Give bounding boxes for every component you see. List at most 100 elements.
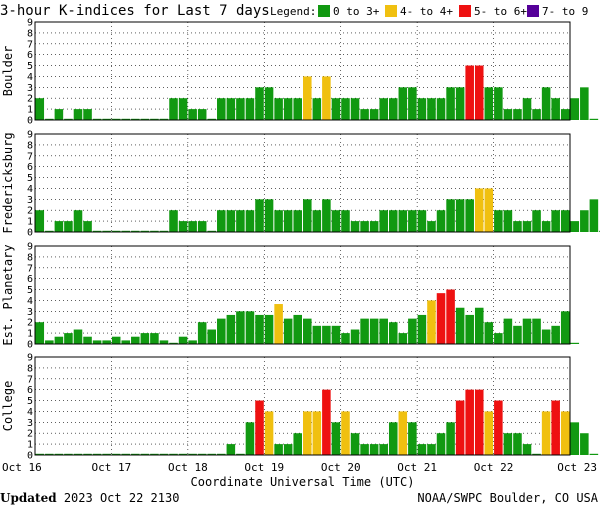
- bar: [350, 329, 360, 344]
- bar: [474, 307, 484, 344]
- bar: [369, 109, 379, 120]
- bar: [360, 109, 369, 120]
- bar: [322, 76, 331, 120]
- bar: [140, 118, 150, 120]
- bar: [293, 433, 302, 455]
- bar: [589, 118, 599, 120]
- bar: [427, 300, 436, 344]
- y-tick-label: 1: [27, 217, 33, 228]
- x-tick-label: Oct 19: [244, 461, 284, 474]
- bar: [83, 221, 92, 232]
- panel-frame: [34, 356, 571, 456]
- y-tick-label: 1: [27, 329, 33, 340]
- bar: [379, 210, 388, 232]
- bar: [388, 210, 398, 232]
- y-tick-label: 8: [27, 252, 33, 263]
- bar: [379, 318, 388, 344]
- x-tick-label: Oct 16: [2, 461, 42, 474]
- bar: [532, 318, 541, 344]
- bar: [398, 210, 408, 232]
- bar: [589, 199, 599, 232]
- bar: [484, 87, 494, 120]
- bar: [54, 221, 64, 232]
- bar: [312, 325, 322, 344]
- bar: [255, 87, 264, 120]
- bar: [322, 325, 331, 344]
- bar: [503, 109, 513, 120]
- bar: [388, 422, 398, 455]
- bar: [197, 453, 207, 455]
- bar: [293, 314, 302, 344]
- y-tick-label: 7: [27, 39, 33, 50]
- y-tick-label: 2: [27, 318, 33, 329]
- bar: [245, 210, 255, 232]
- series-name: Boulder: [1, 46, 15, 97]
- bar: [312, 210, 322, 232]
- bar: [102, 230, 111, 232]
- y-tick-label: 1: [27, 105, 33, 116]
- bar: [532, 109, 541, 120]
- bar: [388, 322, 398, 344]
- bar: [560, 411, 570, 455]
- bar: [121, 230, 131, 232]
- bar: [455, 400, 465, 455]
- bar: [159, 340, 169, 344]
- bar: [283, 444, 293, 455]
- bar: [140, 230, 150, 232]
- legend-label-3: 5- to 6+: [474, 5, 527, 18]
- y-tick-label: 2: [27, 206, 33, 217]
- bar: [245, 311, 255, 344]
- bar: [255, 199, 264, 232]
- bar: [494, 87, 503, 120]
- bar: [436, 210, 446, 232]
- bar: [178, 453, 188, 455]
- bar: [417, 98, 427, 120]
- bar: [465, 65, 474, 120]
- y-tick-label: 8: [27, 363, 33, 374]
- bar: [522, 221, 532, 232]
- y-tick-label: 2: [27, 429, 33, 440]
- bar: [150, 333, 159, 344]
- y-tick-label: 8: [27, 28, 33, 39]
- bar: [226, 444, 236, 455]
- bar: [503, 318, 513, 344]
- bar: [312, 411, 322, 455]
- bar: [207, 230, 217, 232]
- bar: [111, 336, 121, 344]
- bar: [494, 400, 503, 455]
- bar: [92, 453, 102, 455]
- bar: [446, 422, 455, 455]
- bar: [455, 87, 465, 120]
- bar: [111, 453, 121, 455]
- bar: [83, 336, 92, 344]
- bar: [54, 336, 64, 344]
- y-tick-label: 7: [27, 151, 33, 162]
- bar: [150, 453, 159, 455]
- bar: [350, 98, 360, 120]
- y-tick-label: 0: [27, 451, 33, 462]
- bar: [226, 210, 236, 232]
- bar: [474, 389, 484, 455]
- bar: [121, 340, 131, 344]
- bar: [73, 109, 83, 120]
- y-tick-label: 4: [27, 184, 33, 195]
- bar: [274, 444, 283, 455]
- bar: [35, 322, 45, 344]
- bar: [159, 118, 169, 120]
- bar: [150, 118, 159, 120]
- bar: [111, 230, 121, 232]
- bar: [169, 453, 178, 455]
- bar: [341, 411, 350, 455]
- y-tick-label: 6: [27, 162, 33, 173]
- y-tick-label: 6: [27, 50, 33, 61]
- bar: [207, 329, 217, 344]
- bar: [178, 221, 188, 232]
- bar: [427, 98, 436, 120]
- bar: [417, 444, 427, 455]
- bar: [178, 336, 188, 344]
- bar: [217, 318, 226, 344]
- bar: [255, 314, 264, 344]
- x-tick-label: Oct 20: [321, 461, 361, 474]
- bar: [64, 118, 73, 120]
- bar: [73, 210, 83, 232]
